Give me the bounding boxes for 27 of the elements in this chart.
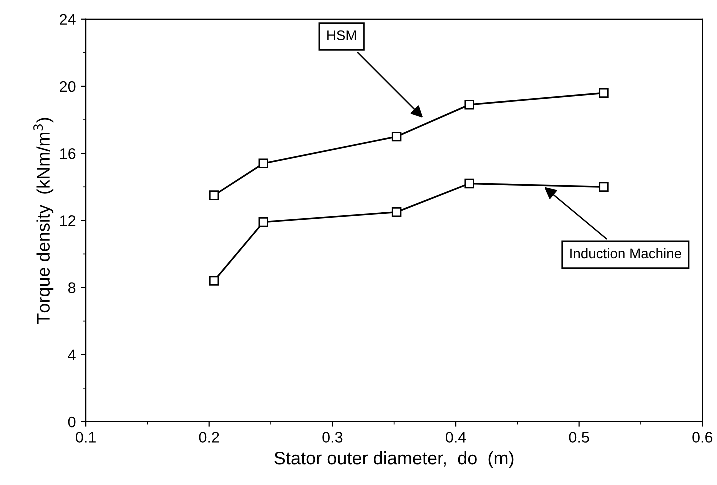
annotation: Induction Machine: [570, 248, 682, 259]
point: [464, 100, 474, 110]
y-tick-label: 24: [60, 14, 76, 25]
point: [464, 178, 474, 189]
point: [392, 207, 402, 218]
y-tick-label: 8: [68, 282, 76, 294]
point: [599, 88, 609, 98]
y-axis-title: Torque density (kNm/m$^{3}$): [34, 118, 54, 324]
x-tick-label: 0.1: [76, 432, 96, 443]
x-tick-label: 0.2: [199, 432, 220, 443]
x-tick-label: 0.4: [446, 432, 466, 443]
y-tick-label: 0: [68, 416, 76, 428]
x-axis-title: Stator outer diameter, do (m): [274, 451, 514, 468]
point: [209, 190, 220, 200]
point: [599, 182, 609, 192]
point: [209, 276, 220, 286]
x-tick-label: 0.3: [322, 432, 343, 443]
point: [258, 217, 268, 228]
x-tick-label: 0.6: [692, 432, 713, 443]
x-tick-label: 0.5: [569, 432, 590, 443]
y-tick-label: 16: [60, 148, 76, 160]
annotation: HSM: [328, 30, 356, 40]
y-tick-label: 12: [60, 216, 76, 226]
y-tick-label: 20: [60, 81, 76, 92]
point: [392, 132, 402, 142]
y-tick-label: 4: [68, 350, 76, 360]
point: [258, 158, 268, 169]
